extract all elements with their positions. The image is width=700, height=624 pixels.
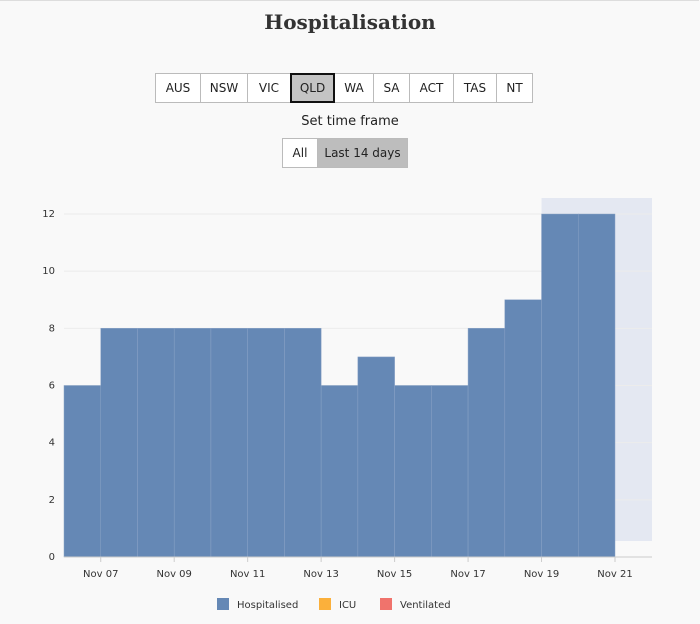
x-tick-label: Nov 17 [450,569,485,580]
button[interactable]: NT [496,73,533,103]
bar [100,328,138,558]
y-tick-label: 10 [42,266,55,277]
x-tick-label: Nov 09 [156,569,191,580]
bar [63,385,101,558]
button[interactable]: VIC [247,73,291,103]
legend-label: Ventilated [400,600,451,611]
legend-swatch [319,598,331,610]
button[interactable]: SA [373,73,410,103]
x-tick-label: Nov 13 [303,569,338,580]
time-frame-label: Set time frame [301,114,399,129]
time-frame-buttons: All Last 14 days [282,138,408,168]
bar [284,328,322,558]
button[interactable]: All [282,138,318,168]
x-tick-label: Nov 15 [377,569,412,580]
divider [0,0,699,1]
bar [210,328,248,558]
x-tick-label: Nov 07 [83,569,118,580]
button[interactable]: AUS [155,73,201,103]
bar [431,385,469,558]
button[interactable]: TAS [453,73,497,103]
y-tick-label: 6 [49,381,55,392]
bar [320,385,359,558]
y-tick-label: 0 [49,552,55,563]
button[interactable]: QLD [290,73,335,103]
legend-label: ICU [339,600,356,611]
bar [541,213,579,558]
title: Hospitalisation [264,10,436,34]
button[interactable]: ACT [409,73,454,103]
y-tick-label: 12 [42,209,55,220]
bar [504,299,542,558]
x-tick-label: Nov 21 [597,569,632,580]
legend-swatch [217,598,229,610]
bar [578,213,616,558]
y-tick-label: 8 [49,323,55,334]
button[interactable]: Last 14 days [317,138,408,168]
y-tick-label: 2 [49,495,55,506]
button[interactable]: WA [334,73,374,103]
bar [357,356,395,558]
x-tick-label: Nov 19 [524,569,559,580]
bar [247,328,285,558]
x-tick-label: Nov 11 [230,569,265,580]
bar [394,385,432,558]
legend-swatch [380,598,392,610]
bar [173,328,212,558]
y-tick-label: 4 [49,438,55,449]
state-buttons: AUS NSW VIC QLD WA SA ACT TAS NT [155,73,533,103]
bar [137,328,175,558]
bar [467,328,506,558]
legend-label: Hospitalised [237,600,298,611]
